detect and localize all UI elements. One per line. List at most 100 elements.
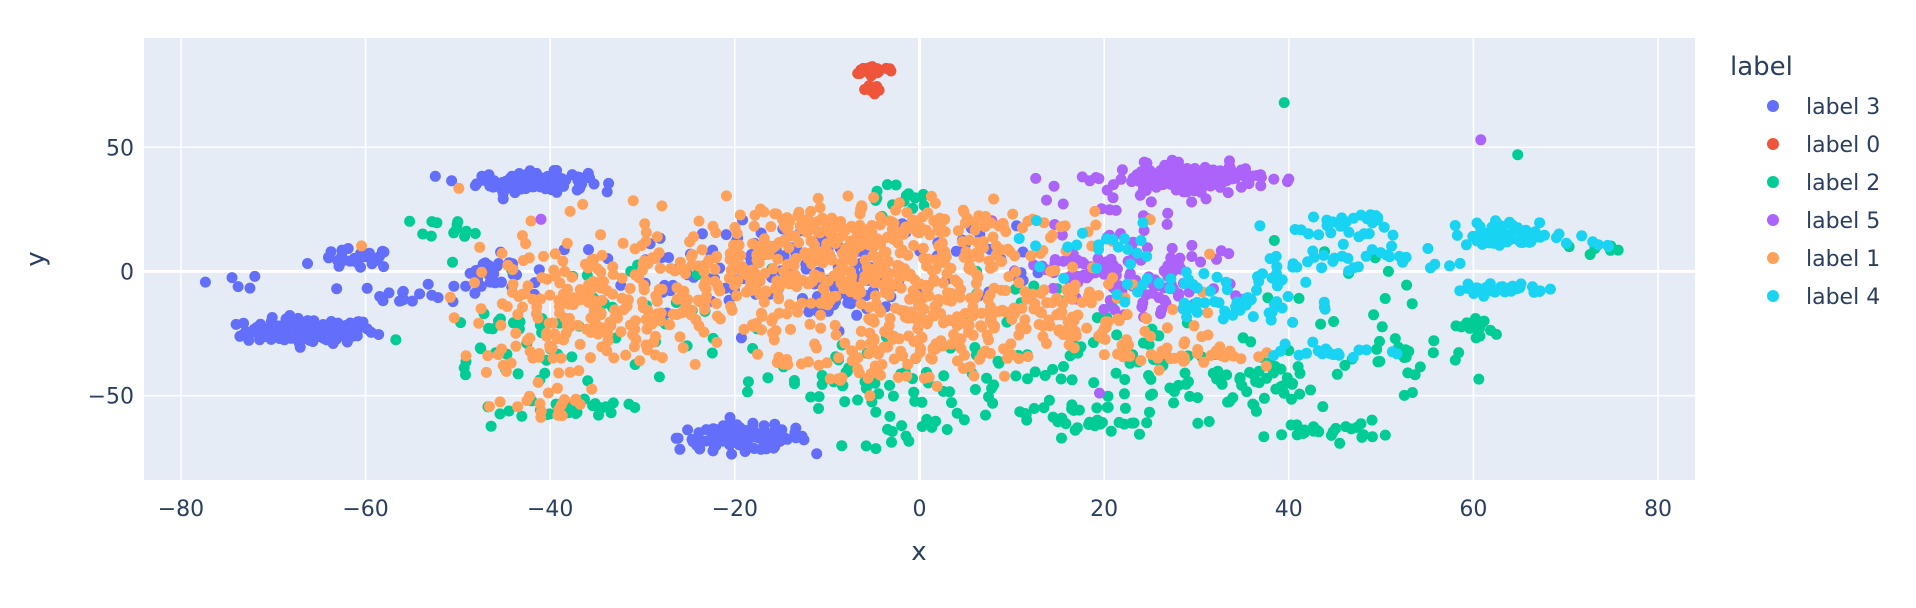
scatter-point xyxy=(1406,298,1418,310)
scatter-point xyxy=(546,342,558,354)
scatter-point xyxy=(1058,361,1069,372)
scatter-point xyxy=(946,338,957,350)
scatter-point xyxy=(1144,406,1155,418)
scatter-point xyxy=(1492,218,1504,230)
scatter-point xyxy=(1100,233,1112,245)
scatter-point xyxy=(817,282,829,294)
scatter-point xyxy=(446,175,458,187)
scatter-point xyxy=(1294,388,1306,400)
scatter-point xyxy=(767,263,779,275)
scatter-point xyxy=(734,209,746,221)
scatter-point xyxy=(1162,207,1174,219)
scatter-point xyxy=(765,240,776,252)
scatter-point xyxy=(1254,220,1266,232)
scatter-point xyxy=(1379,293,1391,304)
scatter-point xyxy=(1253,351,1265,363)
scatter-point xyxy=(464,267,476,279)
scatter-point xyxy=(1107,192,1119,204)
scatter-point xyxy=(609,304,621,316)
scatter-point xyxy=(1494,239,1506,251)
scatter-point xyxy=(969,384,981,395)
scatter-point xyxy=(533,351,545,363)
scatter-point xyxy=(378,246,390,258)
scatter-point xyxy=(1124,268,1136,279)
scatter-point xyxy=(1181,186,1193,198)
scatter-point xyxy=(361,282,373,294)
scatter-point xyxy=(712,279,724,291)
scatter-point xyxy=(1474,229,1486,240)
scatter-point xyxy=(892,259,904,271)
scatter-point xyxy=(1363,228,1375,240)
scatter-point xyxy=(1255,180,1267,192)
scatter-point xyxy=(664,319,676,331)
scatter-point xyxy=(1474,330,1486,342)
scatter-point xyxy=(958,251,970,263)
scatter-point xyxy=(414,288,426,300)
scatter-point xyxy=(1107,272,1118,284)
scatter-point xyxy=(980,409,991,421)
scatter-point xyxy=(1307,336,1319,348)
scatter-point xyxy=(1076,171,1088,183)
scatter-point xyxy=(1260,360,1272,372)
scatter-point xyxy=(656,200,668,212)
scatter-point xyxy=(1276,429,1288,441)
scatter-point xyxy=(558,394,570,406)
scatter-point xyxy=(874,219,886,231)
scatter-point xyxy=(1069,424,1081,436)
scatter-point xyxy=(476,266,488,278)
scatter-point xyxy=(1612,244,1624,256)
scatter-point xyxy=(1098,349,1110,361)
scatter-point xyxy=(1119,374,1131,385)
scatter-point xyxy=(497,176,509,188)
scatter-point xyxy=(607,397,619,409)
legend-item[interactable]: label 2 xyxy=(1767,171,1880,196)
scatter-point xyxy=(775,277,787,289)
scatter-point xyxy=(1111,329,1123,341)
scatter-point xyxy=(637,258,649,270)
scatter-point xyxy=(595,229,607,241)
scatter-point xyxy=(945,315,957,326)
scatter-point xyxy=(1307,245,1319,257)
legend-item[interactable]: label 1 xyxy=(1767,247,1880,272)
scatter-point xyxy=(720,190,732,202)
scatter-point xyxy=(589,398,601,410)
scatter-point xyxy=(687,436,699,448)
scatter-point xyxy=(1156,345,1168,357)
scatter-point xyxy=(793,237,805,249)
scatter-point xyxy=(1366,414,1378,426)
scatter-point xyxy=(558,294,570,306)
legend-item[interactable]: label 3 xyxy=(1767,95,1880,120)
scatter-point xyxy=(946,397,957,409)
scatter-point xyxy=(1355,209,1367,221)
scatter-point xyxy=(908,336,920,347)
scatter-point xyxy=(836,440,848,452)
legend-item[interactable]: label 4 xyxy=(1767,285,1880,310)
scatter-point xyxy=(1300,276,1312,288)
scatter-point xyxy=(1381,249,1392,261)
legend-item[interactable]: label 5 xyxy=(1767,209,1880,234)
scatter-point xyxy=(1161,322,1173,334)
scatter-point xyxy=(1077,227,1088,239)
scatter-point xyxy=(1247,311,1259,323)
scatter-point xyxy=(1137,297,1149,309)
legend[interactable]: label label 3 label 0 label 2 label 5 label … xyxy=(1730,52,1880,310)
scatter-point xyxy=(1038,402,1050,414)
scatter-point xyxy=(1135,235,1147,246)
scatter-point xyxy=(732,275,744,287)
scatter-point xyxy=(901,370,913,382)
scatter-point xyxy=(866,61,878,73)
scatter-point xyxy=(429,170,441,182)
scatter-point xyxy=(1386,346,1398,358)
scatter-point xyxy=(605,407,617,419)
scatter-point xyxy=(460,280,472,292)
legend-item[interactable]: label 0 xyxy=(1767,133,1880,158)
scatter-point xyxy=(541,273,553,285)
scatter-point xyxy=(607,288,619,300)
scatter-point xyxy=(1071,239,1083,251)
scatter-point xyxy=(1084,286,1095,298)
scatter-point xyxy=(547,317,559,329)
scatter-point xyxy=(693,427,705,439)
scatter-point xyxy=(1013,277,1025,289)
scatter-point xyxy=(1186,196,1198,208)
scatter-point xyxy=(987,397,999,409)
